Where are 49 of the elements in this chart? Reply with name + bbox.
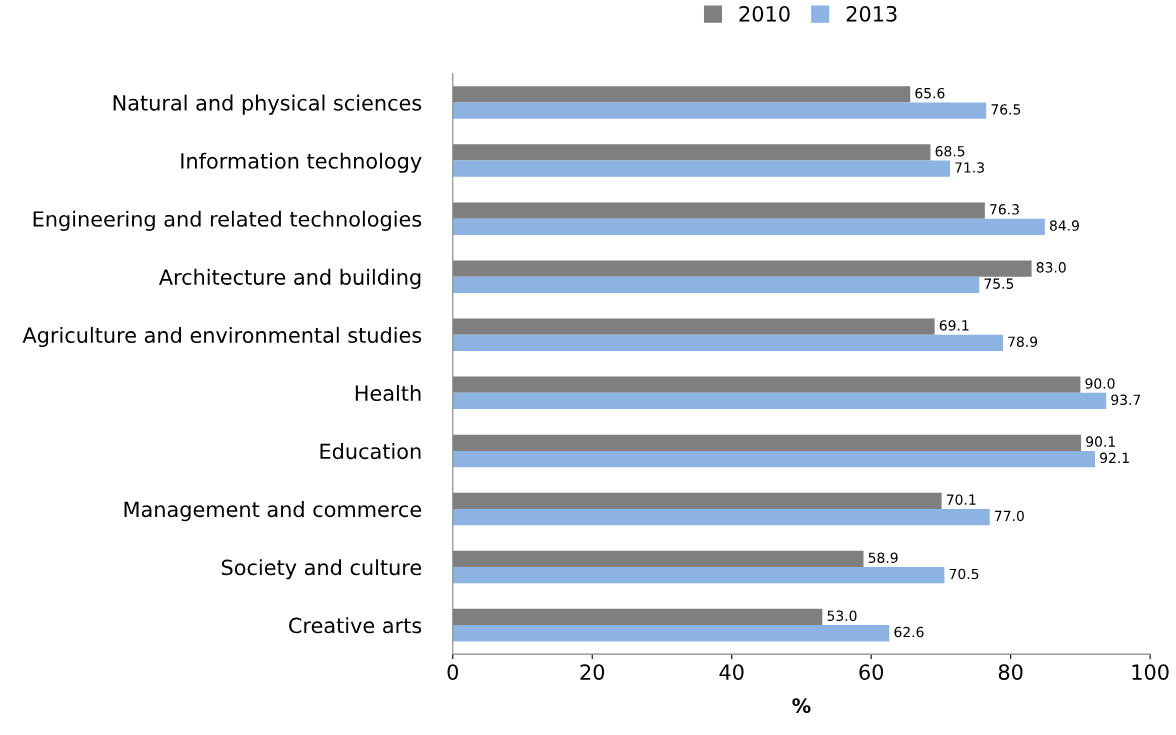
data-label: 58.9 bbox=[868, 552, 898, 563]
y-tick-label: Health bbox=[355, 384, 421, 402]
data-label: 62.6 bbox=[894, 626, 924, 638]
bar bbox=[452, 392, 1107, 410]
data-label: 84.9 bbox=[1049, 220, 1079, 231]
y-tick-label: Agriculture and environmental studies bbox=[22, 326, 422, 348]
data-label: 69.1 bbox=[939, 320, 969, 331]
bar bbox=[452, 508, 990, 526]
legend-label: 2013 bbox=[846, 5, 897, 22]
x-tick-label: 100 bbox=[1132, 664, 1169, 680]
bar bbox=[452, 276, 980, 293]
x-tick-label: 40 bbox=[719, 664, 744, 680]
data-label: 70.1 bbox=[946, 494, 976, 505]
data-label: 70.5 bbox=[949, 568, 979, 580]
bar bbox=[452, 625, 890, 642]
x-tick-label: 20 bbox=[580, 664, 605, 680]
data-label: 90.1 bbox=[1086, 436, 1115, 447]
data-label: 65.6 bbox=[915, 87, 945, 99]
data-label: 90.0 bbox=[1085, 378, 1115, 389]
bar bbox=[452, 567, 945, 584]
bar bbox=[452, 160, 950, 177]
y-tick-label: Information technology bbox=[181, 152, 422, 173]
data-label: 78.9 bbox=[1008, 336, 1038, 347]
data-label: 53.0 bbox=[827, 610, 857, 622]
bar bbox=[452, 334, 1003, 352]
x-axis-title: % bbox=[792, 698, 811, 713]
y-tick-label: Society and culture bbox=[221, 559, 422, 580]
bar bbox=[452, 102, 987, 119]
bar bbox=[452, 450, 1096, 468]
data-label: 77.0 bbox=[995, 510, 1024, 522]
data-label: 92.1 bbox=[1100, 452, 1129, 464]
bar bbox=[452, 218, 1045, 235]
y-tick-label: Natural and physical sciences bbox=[113, 94, 422, 115]
x-tick-label: 60 bbox=[859, 664, 884, 680]
x-tick-label: 80 bbox=[998, 664, 1023, 680]
y-tick-label: Architecture and building bbox=[158, 268, 421, 289]
data-label: 76.5 bbox=[991, 104, 1021, 115]
data-label: 93.7 bbox=[1111, 394, 1141, 406]
legend-label: 2010 bbox=[739, 5, 790, 22]
y-tick-label: Education bbox=[320, 443, 421, 460]
y-tick-label: Engineering and related technologies bbox=[33, 210, 422, 231]
y-tick-label: Creative arts bbox=[289, 617, 422, 634]
data-label: 75.5 bbox=[984, 278, 1014, 289]
data-label: 83.0 bbox=[1036, 262, 1066, 273]
data-label: 71.3 bbox=[955, 162, 984, 173]
x-tick-label: 0 bbox=[447, 664, 458, 680]
y-tick-label: Management and commerce bbox=[124, 501, 422, 522]
data-label: 76.3 bbox=[990, 204, 1019, 215]
data-label: 68.5 bbox=[935, 145, 965, 157]
